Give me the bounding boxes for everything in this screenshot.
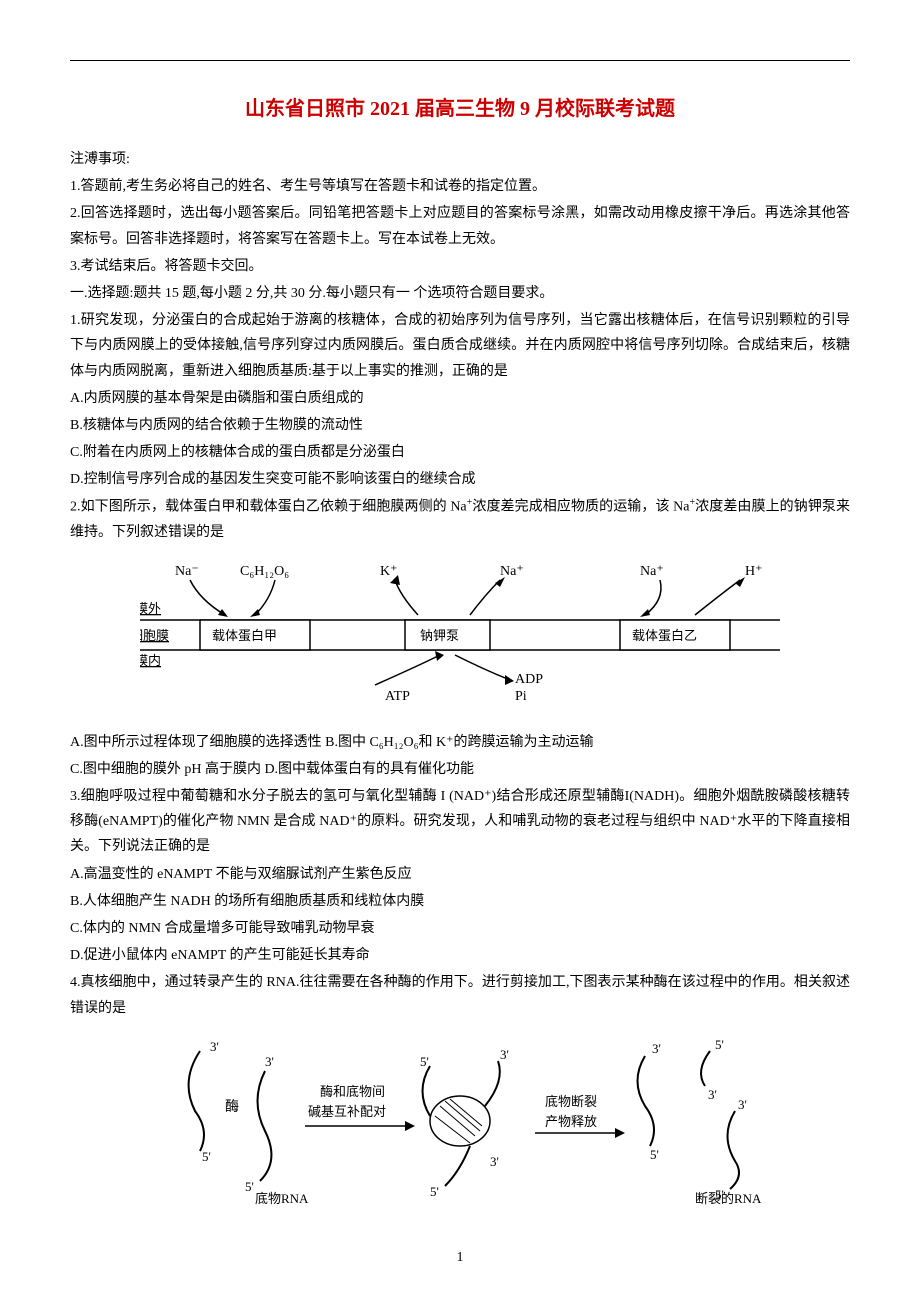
label-3p-3: 3' [500, 1047, 509, 1062]
arrow-path [190, 580, 225, 615]
label-c6h12o6: C₆H₁₂O₆ [240, 564, 289, 579]
label-substrate-rna: 底物RNA [255, 1191, 309, 1206]
label-h: H⁺ [745, 564, 763, 579]
q2-options-cd: C.图中细胞的膜外 pH 高于膜内 D.图中载体蛋白有的具有催化功能 [70, 757, 850, 782]
label-adp: ADP [515, 672, 543, 687]
label-k: K⁺ [380, 564, 398, 579]
arrowhead-icon [218, 609, 228, 617]
product-enzyme-curve [638, 1056, 655, 1146]
label-5p-4: 5' [430, 1184, 439, 1199]
label-na-right: Na⁺ [640, 564, 664, 579]
q3-text: 3.细胞呼吸过程中葡萄糖和水分子脱去的氢可与氧化型辅酶 I (NAD⁺)结合形成… [70, 784, 850, 860]
q1-option-c: C.附着在内质网上的核糖体合成的蛋白质都是分泌蛋白 [70, 440, 850, 465]
label-na-left: Na⁻ [175, 564, 199, 579]
notice-header: 注溥事项: [70, 147, 850, 172]
hatch-1 [440, 1106, 475, 1136]
arrow-path-3 [395, 580, 418, 615]
label-3p-1: 3' [210, 1039, 219, 1054]
q4-text: 4.真核细胞中，通过转录产生的 RNA.往往需要在各种酶的作用下。进行剪接加工,… [70, 970, 850, 1020]
label-step1-l1: 酶和底物间 [320, 1084, 385, 1099]
label-enzyme: 酶 [225, 1099, 239, 1115]
label-carrier-a: 载体蛋白甲 [212, 628, 277, 643]
hatch-2 [445, 1101, 480, 1131]
notice-2: 2.回答选择题时，选出每小题答案后。同铅笔把答题卡上对应题目的答案标号涂黑，如需… [70, 201, 850, 251]
page-title: 山东省日照市 2021 届高三生物 9 月校际联考试题 [70, 91, 850, 127]
q3-option-c: C.体内的 NMN 合成量增多可能导致哺乳动物早衰 [70, 916, 850, 941]
rna-diagram-svg: 3' 5' 酶 3' 5' 底物RNA 酶和底物间 碱基互补配对 5' 3' 5… [150, 1031, 770, 1206]
atp-arrow-path [375, 655, 440, 685]
label-3p-7: 3' [738, 1097, 747, 1112]
label-carrier-b: 载体蛋白乙 [632, 628, 697, 643]
label-inner: 膜内 [140, 653, 161, 668]
arrow-path-4 [470, 580, 500, 615]
label-step1-l2: 碱基互补配对 [308, 1104, 386, 1119]
q3-option-b: B.人体细胞产生 NADH 的场所有细胞质基质和线粒体内膜 [70, 889, 850, 914]
broken-rna-1 [701, 1051, 710, 1086]
hatch-4 [450, 1099, 482, 1126]
label-5p-3: 5' [420, 1054, 429, 1069]
label-3p-2: 3' [265, 1054, 274, 1069]
q1-option-d: D.控制信号序列合成的基因发生突变可能不影响该蛋白的继续合成 [70, 467, 850, 492]
broken-rna-2 [728, 1111, 740, 1189]
label-5p-2: 5' [245, 1179, 254, 1194]
mid-curve-1 [423, 1066, 431, 1116]
notice-1: 1.答题前,考生务必将自己的姓名、考生号等填写在答题卡和试卷的指定位置。 [70, 174, 850, 199]
adp-arrow-path [455, 655, 510, 680]
arrow2-head-icon [615, 1128, 625, 1138]
substrate-curve [258, 1071, 272, 1181]
label-step2-l1: 底物断裂 [545, 1094, 597, 1109]
arrowhead-icon-5 [640, 609, 650, 617]
arrow-path-6 [695, 580, 740, 615]
q2-text-p2: 浓度差完成相应物质的运输，该 Na [472, 500, 689, 515]
q1-text: 1.研究发现，分泌蛋白的合成起始于游离的核糖体，合成的初始序列为信号序列，当它露… [70, 308, 850, 384]
label-atp: ATP [385, 689, 410, 704]
label-pump: 钠钾泵 [420, 628, 459, 643]
arrow1-head-icon [405, 1121, 415, 1131]
section-header: 一.选择题:题共 15 题,每小题 2 分,共 30 分.每小题只有一 个选项符… [70, 281, 850, 306]
label-broken-rna: 断裂的RNA [695, 1191, 762, 1206]
label-3p-6: 3' [708, 1087, 717, 1102]
q2-diagram: Na⁻ C₆H₁₂O₆ K⁺ Na⁺ Na⁺ H⁺ 膜外 细胞膜 膜内 载体蛋白… [70, 555, 850, 719]
q2-text: 2.如下图所示，载体蛋白甲和载体蛋白乙依赖于细胞膜两侧的 Na+浓度差完成相应物… [70, 494, 850, 545]
mid-curve-2 [485, 1061, 500, 1106]
q2-options-ab: A.图中所示过程体现了细胞膜的选择透性 B.图中 C₆H₁₂O₆和 K⁺的跨膜运… [70, 730, 850, 755]
atp-arrowhead-icon [435, 651, 444, 661]
membrane-diagram-svg: Na⁻ C₆H₁₂O₆ K⁺ Na⁺ Na⁺ H⁺ 膜外 细胞膜 膜内 载体蛋白… [140, 555, 780, 710]
q4-diagram: 3' 5' 酶 3' 5' 底物RNA 酶和底物间 碱基互补配对 5' 3' 5… [70, 1031, 850, 1215]
label-outer: 膜外 [140, 601, 161, 616]
enzyme-curve [189, 1051, 204, 1151]
q3-option-a: A.高温变性的 eNAMPT 不能与双缩脲试剂产生紫色反应 [70, 862, 850, 887]
label-na-mid: Na⁺ [500, 564, 524, 579]
label-5p-1: 5' [202, 1149, 211, 1164]
adp-arrowhead-icon [505, 675, 514, 685]
q1-option-a: A.内质网膜的基本骨架是由磷脂和蛋白质组成的 [70, 386, 850, 411]
q3-option-d: D.促进小鼠体内 eNAMPT 的产生可能延长其寿命 [70, 943, 850, 968]
label-3p-4: 3' [490, 1154, 499, 1169]
page-number: 1 [70, 1245, 850, 1270]
label-step2-l2: 产物释放 [545, 1114, 597, 1129]
label-5p-6: 5' [715, 1037, 724, 1052]
label-5p-5: 5' [650, 1147, 659, 1162]
label-3p-5: 3' [652, 1041, 661, 1056]
label-membrane: 细胞膜 [140, 628, 169, 643]
q1-option-b: B.核糖体与内质网的结合依赖于生物膜的流动性 [70, 413, 850, 438]
top-divider [70, 60, 850, 61]
mid-curve-3 [445, 1146, 470, 1186]
label-pi: Pi [515, 689, 527, 704]
notice-3: 3.考试结束后。将答题卡交回。 [70, 254, 850, 279]
q2-text-p1: 2.如下图所示，载体蛋白甲和载体蛋白乙依赖于细胞膜两侧的 Na [70, 500, 467, 515]
complex-oval [430, 1096, 490, 1146]
